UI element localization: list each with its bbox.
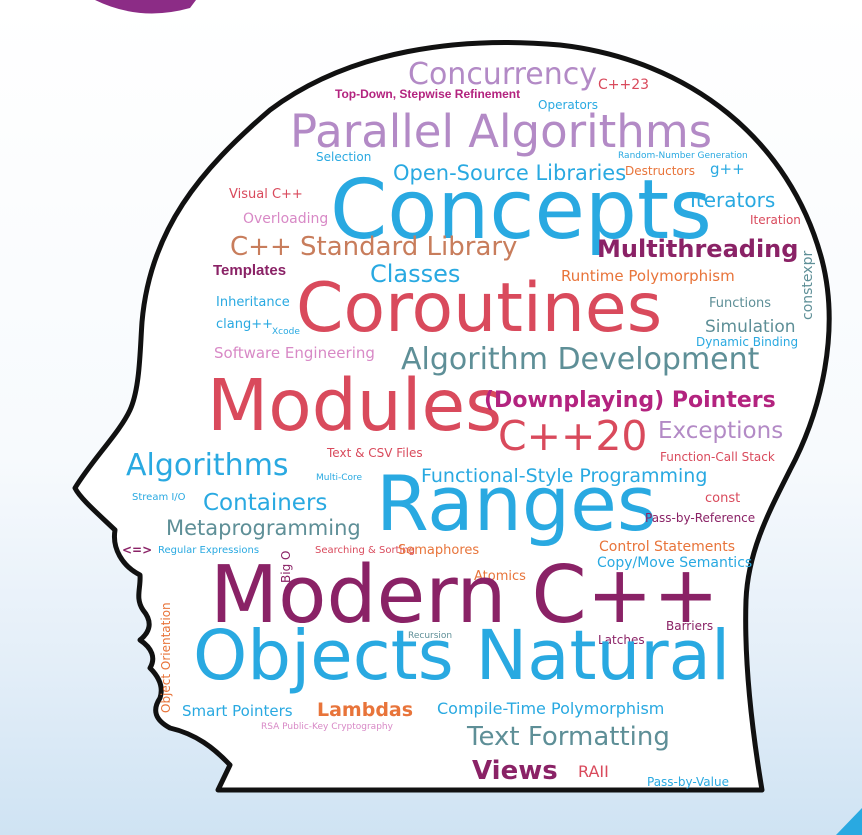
word-concepts: Concepts xyxy=(330,163,712,258)
word-pass-by-value: Pass-by-Value xyxy=(647,775,729,789)
word-random-number: Random-Number Generation xyxy=(618,151,748,161)
word-text-formatting: Text Formatting xyxy=(467,722,670,752)
word-inheritance: Inheritance xyxy=(216,295,290,310)
word-compile-time: Compile-Time Polymorphism xyxy=(437,699,665,718)
word-concurrency: Concurrency xyxy=(408,57,598,92)
word-ranges: Ranges xyxy=(376,459,657,548)
word-pass-by-ref: Pass-by-Reference xyxy=(645,511,756,525)
word-stream-io: Stream I/O xyxy=(132,492,186,503)
word-classes: Classes xyxy=(370,260,461,288)
word-parallel-algorithms: Parallel Algorithms xyxy=(290,105,713,158)
word-searching: Searching & Sorting xyxy=(315,545,415,556)
word-control-statements: Control Statements xyxy=(599,539,736,555)
word-const: const xyxy=(705,491,741,506)
word-views: Views xyxy=(472,756,558,786)
word-functions: Functions xyxy=(709,296,772,311)
word-metaprogramming: Metaprogramming xyxy=(166,516,361,540)
word-regex: Regular Expressions xyxy=(158,545,260,556)
word-software-eng: Software Engineering xyxy=(214,344,375,362)
word-barriers: Barriers xyxy=(666,619,714,633)
word-modern-cpp: Modern C++ xyxy=(210,549,720,641)
word-cpp23: C++23 xyxy=(598,77,650,93)
word-clang: clang++ xyxy=(216,317,274,332)
word-latches: Latches xyxy=(598,633,645,647)
word-rsa: RSA Public-Key Cryptography xyxy=(261,722,393,732)
word-exceptions: Exceptions xyxy=(658,418,784,444)
top-arc-decoration xyxy=(95,0,196,14)
word-overloading: Overloading xyxy=(243,211,329,227)
word-algorithms: Algorithms xyxy=(126,448,289,483)
word-object-orientation: Object Orientation xyxy=(159,602,173,713)
word-templates: Templates xyxy=(213,262,287,279)
word-lambdas: Lambdas xyxy=(317,699,414,721)
word-constexpr: constexpr xyxy=(800,250,816,320)
word-modules: Modules xyxy=(207,364,503,447)
word-iterators: Iterators xyxy=(690,188,776,212)
word-semaphores: Semaphores xyxy=(398,543,480,558)
word-visual-cpp: Visual C++ xyxy=(229,187,303,202)
word-recursion: Recursion xyxy=(408,631,453,641)
word-raii: RAII xyxy=(578,762,609,781)
word-multithreading: Multithreading xyxy=(597,235,799,263)
word-downplaying: (Downplaying) Pointers xyxy=(484,388,776,413)
word-destructors: Destructors xyxy=(625,164,695,178)
word-operators: Operators xyxy=(538,98,598,112)
word-xcode: Xcode xyxy=(272,327,300,337)
word-copy-move: Copy/Move Semantics xyxy=(597,555,753,571)
word-algorithm-dev: Algorithm Development xyxy=(401,342,760,377)
word-gpp: g++ xyxy=(710,160,745,178)
word-function-call-stack: Function-Call Stack xyxy=(660,450,775,464)
word-smart-pointers: Smart Pointers xyxy=(182,702,293,720)
word-selection: Selection xyxy=(316,150,372,164)
word-spaceship: <=> xyxy=(122,543,153,557)
word-atomics: Atomics xyxy=(474,569,526,584)
word-iteration: Iteration xyxy=(750,213,801,227)
word-cpp20: C++20 xyxy=(498,412,648,460)
word-functional-style: Functional-Style Programming xyxy=(421,465,708,487)
word-runtime-poly: Runtime Polymorphism xyxy=(561,267,735,285)
word-coroutines: Coroutines xyxy=(296,269,663,348)
head-outline xyxy=(72,40,832,793)
word-std-library: C++ Standard Library xyxy=(230,232,518,262)
word-text-csv: Text & CSV Files xyxy=(327,446,423,460)
word-simulation: Simulation xyxy=(705,317,796,337)
word-containers: Containers xyxy=(203,490,328,516)
word-top-down: Top-Down, Stepwise Refinement xyxy=(335,87,521,101)
word-dynamic-binding: Dynamic Binding xyxy=(696,335,799,349)
word-objects-natural: Objects Natural xyxy=(193,616,731,696)
word-multi-core: Multi-Core xyxy=(316,473,363,483)
corner-decoration xyxy=(836,808,862,835)
word-open-source: Open-Source Libraries xyxy=(393,161,627,185)
